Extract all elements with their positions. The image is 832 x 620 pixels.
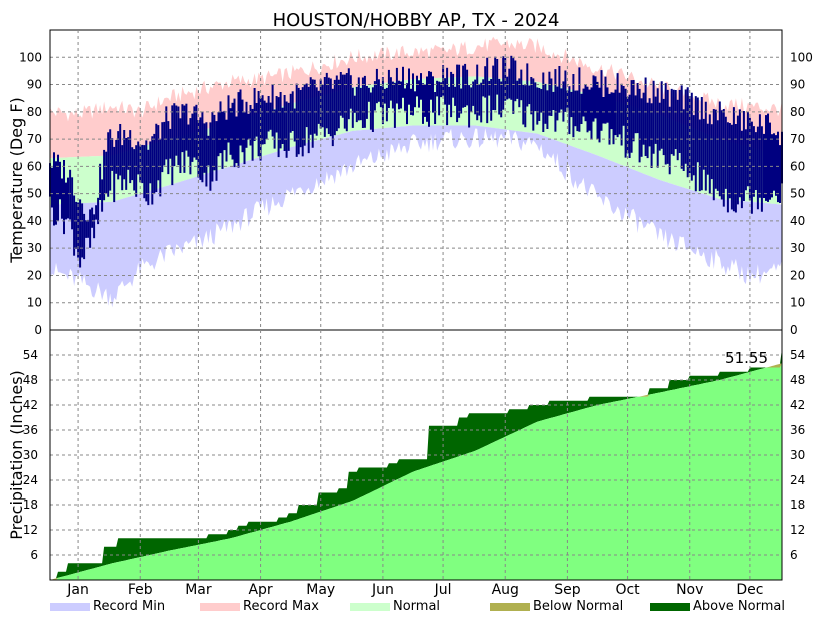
precipitation-grid: 6 6 12 12 18 18 24 24 30 30 36 36 42 42 48 48 54 54 xyxy=(23,348,806,562)
legend-swatch xyxy=(490,603,530,611)
temp-tick-right: 90 xyxy=(790,78,805,92)
precipitation-panel: 6 6 12 12 18 18 24 24 30 30 36 36 42 42 48 48 54 54 xyxy=(23,329,806,581)
precip-tick-right: 48 xyxy=(790,373,805,387)
precip-tick-right: 12 xyxy=(790,523,805,537)
normal-precip-area xyxy=(50,363,782,580)
legend-item: Above Normal xyxy=(650,599,785,614)
month-tick-label: May xyxy=(306,582,335,598)
month-tick-label: Feb xyxy=(128,582,153,598)
precip-tick-right: 24 xyxy=(790,473,805,487)
record-min-band xyxy=(50,125,782,308)
chart-title: HOUSTON/HOBBY AP, TX - 2024 xyxy=(273,10,560,31)
actual-temperature-bars xyxy=(49,55,783,268)
legend-swatch xyxy=(200,603,240,611)
month-axis: Jan Feb Mar Apr May Jun Jul Aug Sep Oct Nov Dec xyxy=(66,30,763,598)
month-tick-label: Nov xyxy=(676,582,703,598)
temp-tick-right: 20 xyxy=(790,268,805,282)
precip-tick-left: 18 xyxy=(23,498,38,512)
legend-item: Below Normal xyxy=(490,599,623,614)
temp-tick-right: 0 xyxy=(790,323,798,337)
legend-item: Normal xyxy=(350,599,440,614)
month-tick-label: Jul xyxy=(434,582,452,598)
temp-tick-right: 40 xyxy=(790,214,805,228)
precip-tick-left: 24 xyxy=(23,473,38,487)
temp-tick-left: 20 xyxy=(27,268,42,282)
legend: Record Min Record Max Normal Below Normal Ab… xyxy=(50,599,785,614)
temperature-panel: 0 0 10 10 20 20 30 30 40 40 50 50 60 60 70 70 80 80 90 90 10… xyxy=(19,29,813,337)
temp-tick-right: 80 xyxy=(790,105,805,119)
precip-tick-right: 30 xyxy=(790,448,805,462)
temp-tick-right: 100 xyxy=(790,50,813,64)
temp-tick-left: 70 xyxy=(27,132,42,146)
precipitation-annotation: 51.55 xyxy=(725,349,768,367)
temp-tick-right: 70 xyxy=(790,132,805,146)
precip-tick-right: 42 xyxy=(790,398,805,412)
month-tick-label: Dec xyxy=(736,582,763,598)
temp-tick-right: 10 xyxy=(790,296,805,310)
temp-tick-left: 40 xyxy=(27,214,42,228)
precip-tick-left: 42 xyxy=(23,398,38,412)
temp-tick-left: 10 xyxy=(27,296,42,310)
precipitation-axis-label: Precipitation (Inches) xyxy=(7,370,26,540)
legend-label: Record Max xyxy=(243,599,319,614)
precipitation-frame xyxy=(49,329,783,581)
legend-swatch xyxy=(350,603,390,611)
temperature-grid: 0 0 10 10 20 20 30 30 40 40 50 50 60 60 70 70 80 80 90 90 10… xyxy=(19,50,813,337)
month-tick-label: Apr xyxy=(248,582,272,598)
month-tick-label: Sep xyxy=(554,582,581,598)
precip-tick-left: 12 xyxy=(23,523,38,537)
precip-tick-right: 36 xyxy=(790,423,805,437)
month-tick-label: Jan xyxy=(66,582,89,598)
legend-swatch xyxy=(50,603,90,611)
precip-tick-left: 30 xyxy=(23,448,38,462)
month-tick-label: Oct xyxy=(615,582,640,598)
precip-tick-left: 36 xyxy=(23,423,38,437)
temp-tick-left: 80 xyxy=(27,105,42,119)
precip-tick-left: 6 xyxy=(30,548,38,562)
temp-tick-left: 50 xyxy=(27,187,42,201)
temp-tick-left: 30 xyxy=(27,241,42,255)
above-normal-area xyxy=(50,348,782,580)
precip-tick-right: 6 xyxy=(790,548,798,562)
temperature-axis-label: Temperature (Deg F) xyxy=(7,97,26,264)
temp-tick-left: 0 xyxy=(34,323,42,337)
legend-label: Below Normal xyxy=(533,599,623,614)
month-tick-label: Aug xyxy=(492,582,519,598)
legend-item: Record Min xyxy=(50,599,165,614)
month-tick-label: Mar xyxy=(185,582,212,598)
month-tick-label: Jun xyxy=(371,582,394,598)
precip-tick-left: 54 xyxy=(23,348,38,362)
temp-tick-right: 50 xyxy=(790,187,805,201)
legend-label: Normal xyxy=(393,599,440,614)
legend-swatch xyxy=(650,603,690,611)
temp-tick-left: 90 xyxy=(27,78,42,92)
legend-item: Record Max xyxy=(200,599,319,614)
temp-tick-right: 60 xyxy=(790,159,805,173)
legend-label: Record Min xyxy=(93,599,165,614)
temp-tick-right: 30 xyxy=(790,241,805,255)
precip-tick-right: 18 xyxy=(790,498,805,512)
precip-tick-right: 54 xyxy=(790,348,805,362)
temp-tick-left: 100 xyxy=(19,50,42,64)
legend-label: Above Normal xyxy=(693,599,785,614)
temp-tick-left: 60 xyxy=(27,159,42,173)
precip-tick-left: 48 xyxy=(23,373,38,387)
